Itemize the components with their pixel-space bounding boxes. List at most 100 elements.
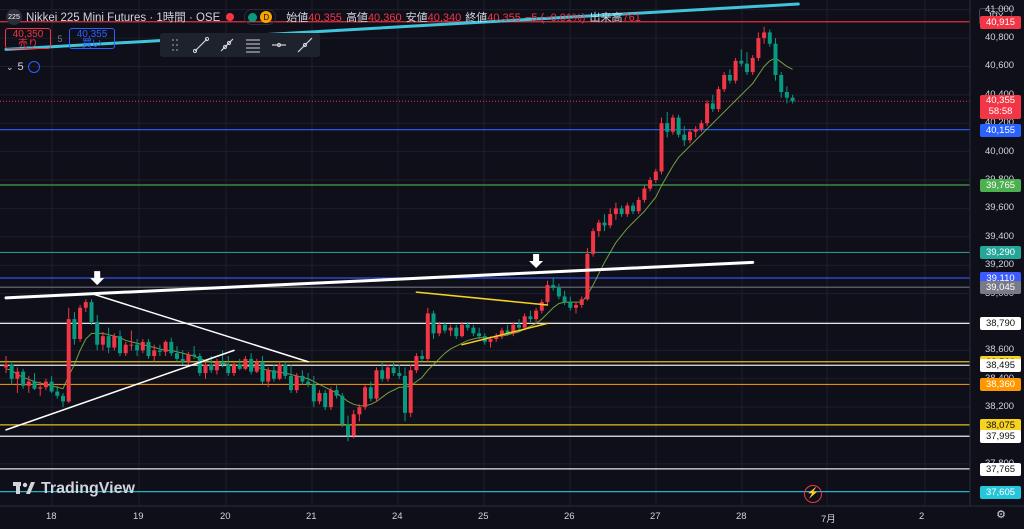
trendline: [5, 349, 235, 431]
horizontal-line-tool-icon[interactable]: [270, 36, 288, 54]
candle-body: [756, 38, 761, 58]
time-tick-label: 19: [133, 511, 144, 522]
candle-body: [762, 32, 767, 39]
candle-body: [232, 364, 236, 374]
candle-body: [214, 361, 219, 371]
candle-body: [420, 356, 425, 359]
price-tick-label: 40,200: [985, 117, 1015, 129]
ray-tool-icon[interactable]: [218, 36, 236, 54]
candle-body: [289, 375, 293, 391]
candle-body: [545, 285, 550, 303]
flash-icon[interactable]: ⚡: [804, 485, 822, 503]
candle-body: [175, 353, 179, 359]
tradingview-logo[interactable]: TradingView: [13, 480, 135, 498]
drawing-toolbar: [160, 33, 320, 57]
candle-body: [705, 103, 710, 124]
candle-body: [306, 381, 311, 385]
candle-body: [226, 364, 231, 374]
time-tick-label: 28: [736, 511, 747, 522]
candle-body: [135, 344, 140, 351]
ohlc-label: 始値: [286, 12, 309, 24]
candle-body: [203, 364, 208, 374]
settings-gear-icon[interactable]: ⚙: [996, 509, 1006, 521]
ohlc-value: 40,360: [367, 12, 402, 24]
candle-body: [180, 358, 185, 362]
candle-body: [209, 364, 214, 371]
candle-body: [129, 344, 134, 346]
time-tick-label: 21: [306, 511, 317, 522]
time-tick-label: 7月: [821, 514, 836, 525]
candle-body: [21, 371, 26, 386]
time-tick-label: 25: [478, 511, 489, 522]
candle-body: [357, 407, 362, 415]
candle-body: [351, 414, 356, 436]
price-level-label: 39,290: [980, 246, 1021, 260]
candle-body: [699, 123, 704, 129]
candle-body: [710, 103, 715, 110]
candle-body: [579, 299, 584, 305]
price-level-label: 38,075: [980, 418, 1021, 432]
candle-body: [528, 316, 533, 320]
candle-body: [688, 131, 692, 141]
candle-body: [391, 367, 396, 374]
candle-body: [437, 324, 442, 334]
time-tick-label: 2: [919, 511, 925, 522]
candle-body: [494, 336, 499, 340]
candle-body: [72, 319, 77, 340]
current-price-label: 40,355 58:58: [980, 95, 1021, 120]
candle-body: [43, 381, 48, 388]
ohlc-label: 高値: [345, 12, 368, 24]
trendline-tool-icon[interactable]: [192, 36, 210, 54]
candle-body: [619, 208, 624, 215]
eye-icon[interactable]: [27, 61, 40, 73]
price-level-label: 37,605: [980, 485, 1021, 499]
sell-button[interactable]: 40,350 売り: [5, 28, 51, 50]
fib-tool-icon[interactable]: [244, 36, 262, 54]
tv-logo-icon: [13, 482, 35, 494]
price-level-label: 38,360: [980, 378, 1021, 392]
candle-body: [676, 117, 681, 135]
buy-button[interactable]: 40,355 買い: [69, 28, 115, 50]
candle-body: [106, 336, 111, 348]
candle-body: [784, 92, 789, 98]
indicator-legend[interactable]: ⌄ 5: [6, 61, 40, 73]
drag-handle-icon[interactable]: [166, 36, 184, 54]
price-tick-label: 40,000: [985, 145, 1015, 157]
candle-body: [539, 302, 544, 311]
price-level-label: 38,790: [980, 317, 1021, 331]
data-status-pill[interactable]: D: [244, 9, 277, 25]
time-tick-label: 27: [650, 511, 661, 522]
extended-line-tool-icon[interactable]: [296, 36, 314, 54]
candle-body: [260, 361, 265, 382]
candle-body: [790, 97, 795, 102]
candle-body: [767, 32, 772, 44]
candle-body: [340, 395, 345, 425]
symbol-title[interactable]: Nikkei 225 Mini Futures · 1時間 · OSE: [26, 12, 221, 24]
trendline: [415, 291, 549, 306]
time-tick-label: 18: [46, 511, 57, 522]
candle-body: [471, 327, 476, 334]
trendline: [4, 260, 755, 300]
candle-body: [653, 171, 658, 181]
chart-header: 225 Nikkei 225 Mini Futures · 1時間 · OSE …: [0, 0, 970, 34]
candle-body: [477, 333, 482, 337]
ohlc-label: 出来高: [589, 12, 623, 24]
candle-body: [505, 330, 510, 334]
candle-body: [89, 302, 94, 322]
ohlc-value: 40,355: [308, 12, 342, 24]
candle-body: [266, 370, 271, 382]
price-tick-label: 40,600: [985, 60, 1015, 72]
candle-body: [157, 350, 162, 352]
collapse-chevron-icon[interactable]: ⌄: [6, 61, 14, 72]
candle-body: [517, 324, 521, 328]
candle-body: [243, 358, 248, 369]
candle-body: [574, 304, 578, 308]
price-level-label: 39,765: [980, 178, 1021, 192]
candle-body: [254, 361, 259, 372]
candle-body: [346, 424, 350, 436]
candle-body: [562, 296, 567, 303]
arrow-down-marker: [90, 271, 105, 286]
candle-body: [534, 310, 539, 320]
trade-panel: 40,350 売り 5 40,355 買い: [5, 28, 115, 50]
